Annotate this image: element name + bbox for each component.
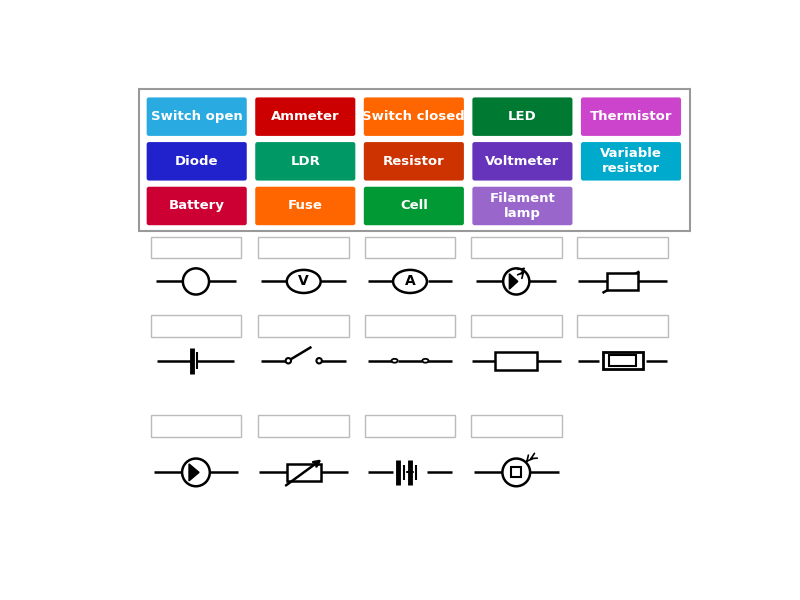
Bar xyxy=(150,237,242,259)
FancyBboxPatch shape xyxy=(581,97,681,136)
Bar xyxy=(577,237,668,259)
Bar xyxy=(602,352,642,369)
Bar xyxy=(258,316,349,337)
Ellipse shape xyxy=(422,359,429,362)
Text: Filament
lamp: Filament lamp xyxy=(490,192,555,220)
Text: Variable
resistor: Variable resistor xyxy=(600,148,662,175)
Bar xyxy=(471,415,562,437)
FancyBboxPatch shape xyxy=(581,142,681,181)
Text: Switch closed: Switch closed xyxy=(362,110,466,123)
FancyBboxPatch shape xyxy=(472,142,573,181)
Bar xyxy=(577,316,668,337)
FancyBboxPatch shape xyxy=(146,97,246,136)
Text: Resistor: Resistor xyxy=(383,155,445,168)
Circle shape xyxy=(182,458,210,486)
Bar xyxy=(610,355,636,366)
Text: Diode: Diode xyxy=(175,155,218,168)
Text: Ammeter: Ammeter xyxy=(271,110,339,123)
Ellipse shape xyxy=(391,359,398,362)
Text: LED: LED xyxy=(508,110,537,123)
Text: V: V xyxy=(298,274,309,289)
Text: Battery: Battery xyxy=(169,199,225,212)
Circle shape xyxy=(503,268,530,295)
Text: LDR: LDR xyxy=(290,155,320,168)
Bar xyxy=(365,237,455,259)
Circle shape xyxy=(317,358,322,364)
FancyBboxPatch shape xyxy=(255,187,355,225)
FancyBboxPatch shape xyxy=(255,142,355,181)
Text: Thermistor: Thermistor xyxy=(590,110,672,123)
Text: Voltmeter: Voltmeter xyxy=(486,155,559,168)
Bar xyxy=(258,237,349,259)
FancyBboxPatch shape xyxy=(364,187,464,225)
Bar xyxy=(150,316,242,337)
Bar xyxy=(150,415,242,437)
FancyBboxPatch shape xyxy=(364,142,464,181)
Circle shape xyxy=(502,458,530,486)
Bar xyxy=(471,237,562,259)
Polygon shape xyxy=(510,274,518,289)
Bar xyxy=(258,415,349,437)
Ellipse shape xyxy=(286,270,321,293)
Text: Cell: Cell xyxy=(400,199,428,212)
Bar xyxy=(287,464,321,481)
FancyBboxPatch shape xyxy=(364,97,464,136)
Bar xyxy=(511,467,522,478)
Bar xyxy=(607,273,638,290)
Circle shape xyxy=(286,358,291,364)
Bar xyxy=(365,316,455,337)
Bar xyxy=(365,415,455,437)
Bar xyxy=(495,352,538,370)
FancyBboxPatch shape xyxy=(472,97,573,136)
FancyBboxPatch shape xyxy=(146,187,246,225)
Text: Fuse: Fuse xyxy=(288,199,322,212)
Circle shape xyxy=(183,268,209,295)
FancyBboxPatch shape xyxy=(146,142,246,181)
Polygon shape xyxy=(189,464,199,481)
FancyBboxPatch shape xyxy=(472,187,573,225)
Text: A: A xyxy=(405,274,415,289)
Bar xyxy=(139,89,690,232)
FancyBboxPatch shape xyxy=(255,97,355,136)
Bar xyxy=(471,316,562,337)
Ellipse shape xyxy=(393,270,427,293)
Text: Switch open: Switch open xyxy=(151,110,242,123)
